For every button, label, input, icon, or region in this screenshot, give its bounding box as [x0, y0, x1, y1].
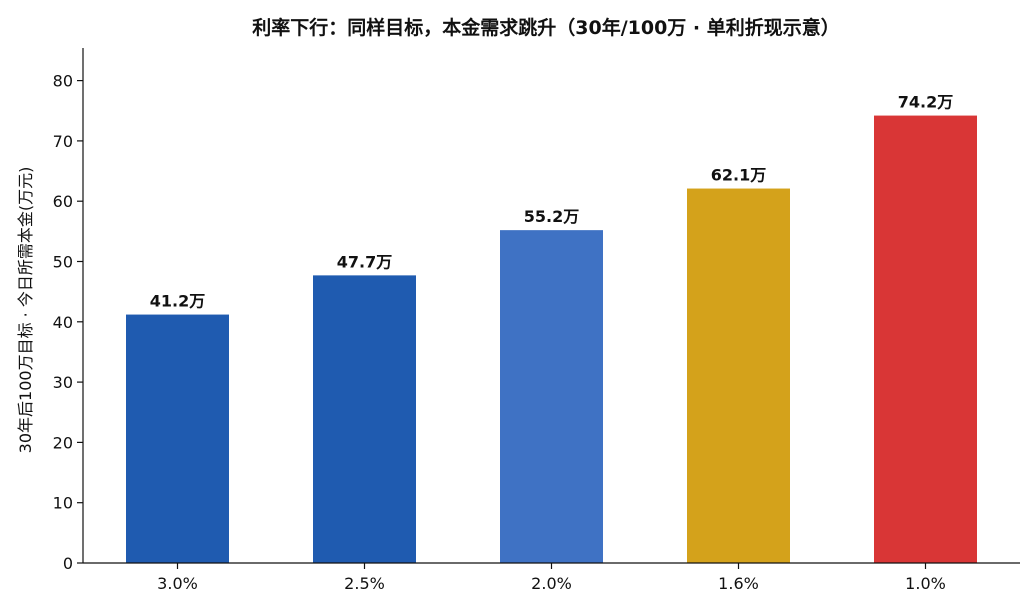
y-tick-label: 80 — [53, 72, 73, 91]
bar — [874, 115, 977, 563]
bar — [126, 314, 229, 563]
data-label: 55.2万 — [524, 207, 579, 226]
y-tick-label: 0 — [63, 554, 73, 573]
y-tick-label: 60 — [53, 192, 73, 211]
y-axis-label: 30年后100万目标 · 今日所需本金(万元) — [16, 167, 35, 454]
bars — [126, 115, 977, 564]
x-tick-label: 2.0% — [531, 574, 572, 593]
x-tick-label: 1.0% — [905, 574, 946, 593]
x-tick-label: 2.5% — [344, 574, 385, 593]
bar — [687, 188, 790, 564]
data-label: 47.7万 — [337, 252, 392, 271]
y-tick-label: 20 — [53, 433, 73, 452]
chart-title: 利率下行：同样目标，本金需求跳升（30年/100万 · 单利折现示意） — [252, 16, 840, 39]
data-labels: 41.2万 47.7万 55.2万 62.1万 74.2万 — [150, 93, 953, 311]
y-axis: 0 10 20 30 40 50 60 70 80 — [53, 72, 83, 573]
y-tick-label: 70 — [53, 132, 73, 151]
x-tick-label: 1.6% — [718, 574, 759, 593]
data-label: 74.2万 — [898, 93, 953, 112]
x-axis: 3.0% 2.5% 2.0% 1.6% 1.0% — [157, 563, 946, 593]
y-tick-label: 10 — [53, 494, 73, 513]
data-label: 62.1万 — [711, 166, 766, 185]
bar — [313, 275, 416, 563]
x-tick-label: 3.0% — [157, 574, 198, 593]
bar — [500, 230, 603, 564]
y-tick-label: 50 — [53, 253, 73, 272]
y-tick-label: 40 — [53, 313, 73, 332]
y-tick-label: 30 — [53, 373, 73, 392]
data-label: 41.2万 — [150, 292, 205, 311]
